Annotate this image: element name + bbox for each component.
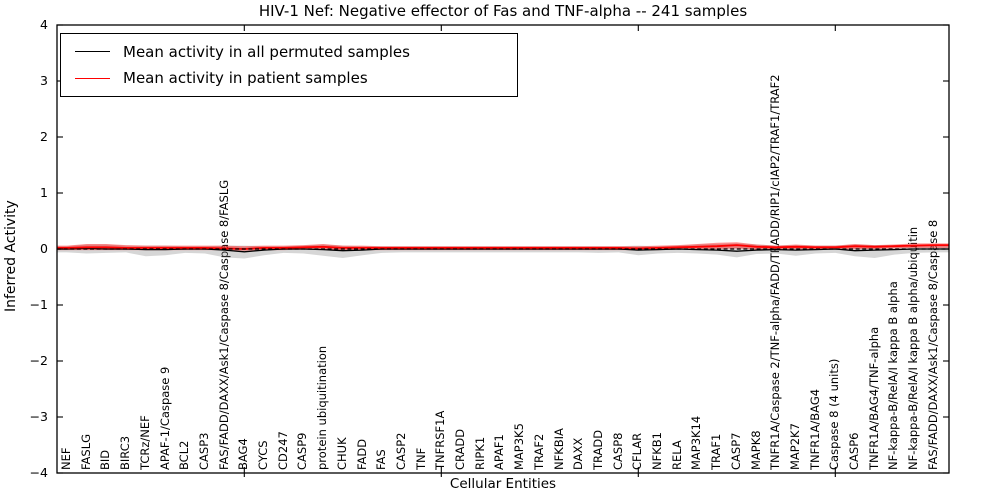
x-tick-label: FAS/FADD/DAXX/Ask1/Caspase 8/Caspase 8/F… [216,179,231,470]
legend-row-patient: Mean activity in patient samples [61,69,517,87]
x-tick-label: CASP6 [847,432,861,470]
permuted-mean-line [57,247,949,253]
y-tick-label: 1 [40,185,48,200]
x-tick-label: CYCS [256,440,270,470]
x-tick-label: MAP3K14 [689,415,704,470]
y-tick-label: −4 [29,465,48,480]
x-tick-label: BID [98,449,113,470]
x-tick-label: TNFR1A/BAG4/TNF-alpha [866,326,881,470]
x-tick-label: CHUK [334,437,349,470]
x-tick-label: CD247 [275,431,290,470]
y-tick-label: 2 [40,129,48,144]
data-layer [57,242,949,259]
permuted-range-band [57,243,949,259]
x-tick-label: FAS [374,449,389,470]
x-tick-label: BAG4 [236,438,251,470]
x-tick-label: BIRC3 [118,435,133,470]
x-tick-label: NF-kappa-B/RelA/I kappa B alpha [886,281,901,470]
x-tick-label: TRAF2 [531,433,546,470]
x-tick-label: RELA [669,440,684,470]
y-tick-label: −1 [29,297,48,312]
y-tick-label: −2 [29,353,48,368]
x-tick-label: TRADD [590,429,605,470]
x-tick-label: Caspase 8 (4 units) [827,358,842,470]
x-tick-label: MAP2K7 [787,423,802,470]
x-tick-label: NEF [59,447,73,470]
x-tick-label: FASLG [78,433,93,470]
patient-range-band [57,242,949,251]
x-tick-label: CASP7 [728,432,743,470]
x-tick-label: NFKBIA [551,428,566,470]
x-tick-label: BCL2 [177,440,192,470]
x-tick-label: CFLAR [630,432,645,470]
x-tick-label: NF-kappa-B/RelA/I kappa B alpha/ubiquiti… [906,226,921,470]
x-tick-label: MAP3K5 [512,423,527,470]
y-tick-label: −3 [29,409,48,424]
x-tick-label: CASP8 [610,432,625,470]
x-tick-label: RIPK1 [472,436,487,470]
chart-title: HIV-1 Nef: Negative effector of Fas and … [258,2,748,20]
y-tick-label: 4 [40,17,48,32]
patient-mean-line [57,244,949,250]
x-tick-label: DAXX [571,437,586,470]
x-tick-label: MAPK8 [748,430,763,470]
x-tick-label: FAS/FADD/DAXX/Ask1/Caspase 8/Caspase 8 [925,219,940,470]
y-tick-label: 3 [40,73,48,88]
x-tick-label: TCRz/NEF [137,415,152,470]
x-tick-label: TNFR1A/BAG4 [807,388,822,470]
x-tick-label: NFKB1 [650,432,664,470]
x-tick-label: protein ubiquitination [315,345,330,470]
x-tick-label: TNFRSF1A [433,410,448,470]
x-tick-label: CASP2 [393,432,408,470]
legend-row-permuted: Mean activity in all permuted samples [61,43,517,61]
x-tick-label: FADD [354,438,369,470]
x-tick-label: APAF1 [492,434,507,470]
patient-line-swatch [75,77,110,79]
x-axis-label: Cellular Entities [449,476,557,492]
y-tick-label: 0 [40,241,48,256]
x-tick-label: CASP3 [196,432,211,470]
x-tick-label: TRAF1 [709,433,724,470]
legend: Mean activity in all permuted samples Me… [60,33,518,97]
x-tick-label: TNF [413,447,428,470]
legend-label-patient: Mean activity in patient samples [123,69,368,88]
x-tick-label: TNFR1A/Caspase 2/TNF-alpha/FADD/TRADD/RI… [768,74,783,470]
x-tick-label: CRADD [453,428,467,470]
x-tick-label: APAF-1/Caspase 9 [157,366,172,470]
permuted-line-swatch [75,51,110,53]
x-tick-label: CASP9 [295,432,310,470]
legend-label-permuted: Mean activity in all permuted samples [123,42,410,61]
